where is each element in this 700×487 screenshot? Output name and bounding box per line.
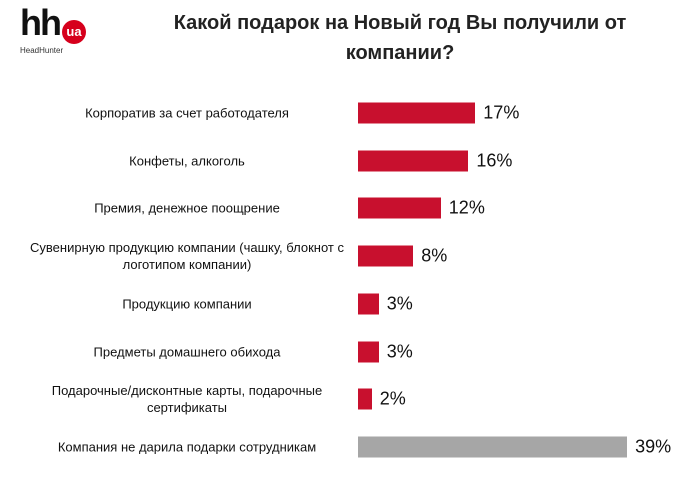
logo-subtitle: HeadHunter bbox=[20, 46, 64, 55]
bar bbox=[358, 388, 372, 410]
bar bbox=[358, 197, 441, 219]
value-label: 12% bbox=[448, 197, 485, 218]
bar bbox=[358, 436, 628, 458]
value-label: 17% bbox=[483, 102, 520, 123]
bar bbox=[358, 245, 414, 267]
category-label: Продукцию компании bbox=[122, 296, 252, 312]
bar bbox=[358, 102, 476, 124]
value-label: 2% bbox=[379, 388, 406, 409]
logo-text: hh bbox=[20, 2, 62, 43]
bar bbox=[358, 341, 379, 362]
category-label: Сувенирную продукцию компании (чашку, бл… bbox=[30, 240, 344, 273]
logo-badge: ua bbox=[62, 20, 86, 44]
bar bbox=[358, 293, 379, 315]
value-label: 39% bbox=[635, 436, 672, 457]
value-label: 8% bbox=[421, 245, 448, 266]
category-label: Подарочные/дисконтные карты, подарочные … bbox=[51, 383, 323, 416]
category-label: Компания не дарила подарки сотрудникам bbox=[57, 439, 317, 455]
value-label: 3% bbox=[386, 293, 413, 314]
value-label: 16% bbox=[476, 150, 513, 171]
chart-title: Какой подарок на Новый год Вы получили о… bbox=[173, 12, 627, 64]
category-label: Предметы домашнего обихода bbox=[93, 344, 281, 359]
value-label: 3% bbox=[386, 341, 413, 361]
category-label: Корпоратив за счет работодателя bbox=[85, 105, 289, 121]
category-label: Премия, денежное поощрение bbox=[94, 200, 280, 216]
bar bbox=[358, 150, 469, 172]
category-label: Конфеты, алкоголь bbox=[129, 153, 245, 169]
